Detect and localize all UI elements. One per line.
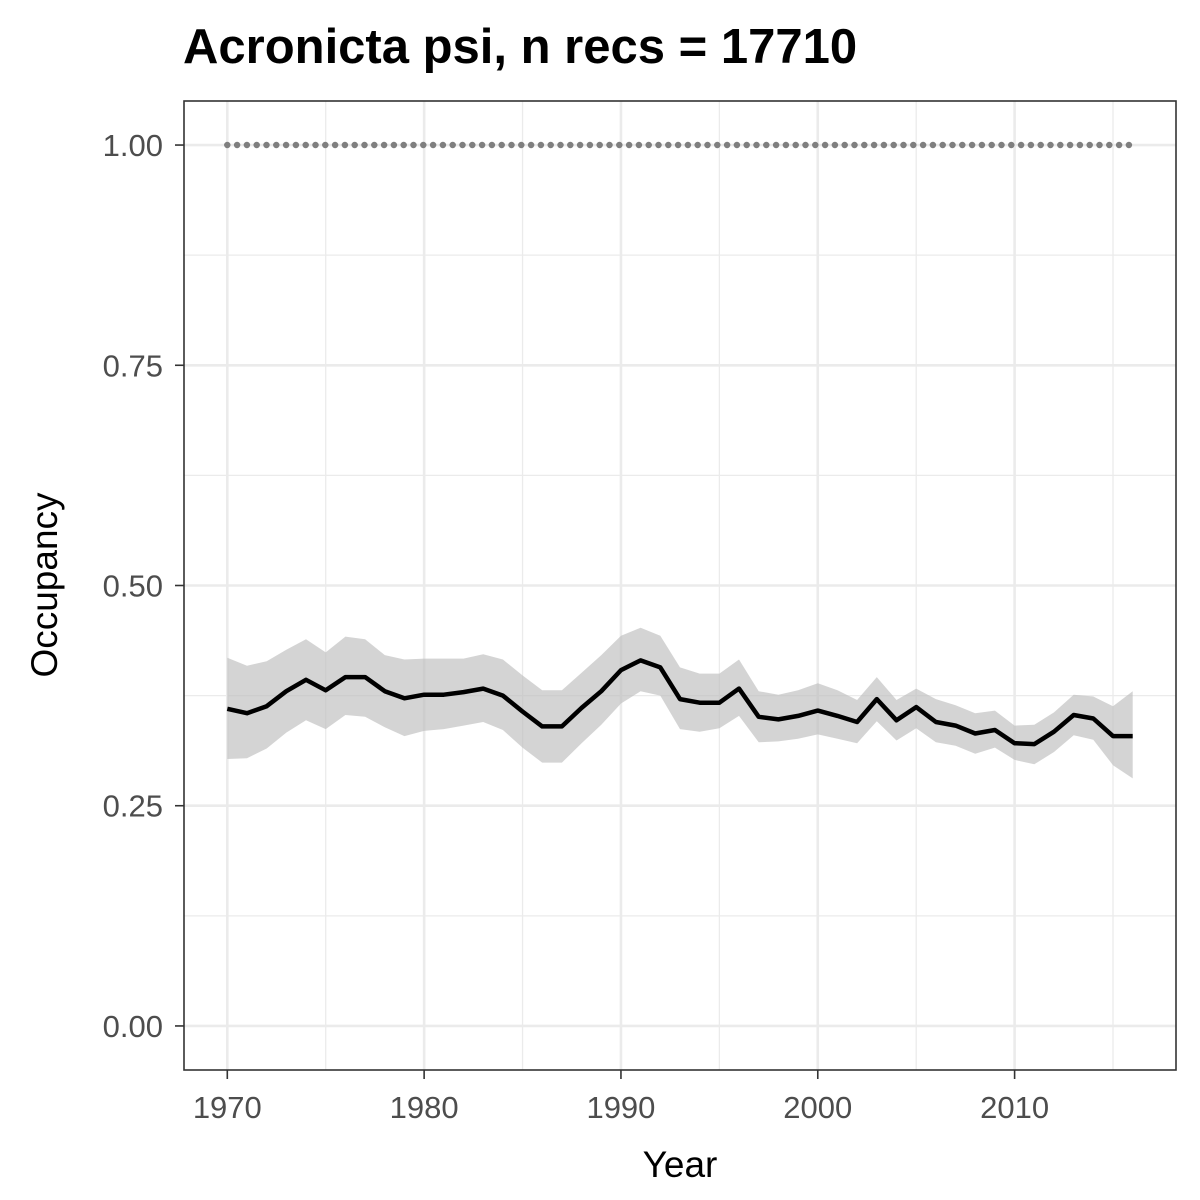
chart-title: Acronicta psi, n recs = 17710	[183, 20, 857, 74]
occupancy-line	[226, 658, 1133, 747]
x-tick-label: 1970	[193, 1090, 262, 1125]
confidence-band-area	[227, 627, 1133, 779]
confidence-band	[227, 627, 1133, 779]
x-tick-label: 1980	[390, 1090, 459, 1125]
x-tick-label: 2000	[783, 1090, 852, 1125]
y-tick-label: 0.25	[103, 789, 163, 824]
x-axis: 1970 1980 1990 2000 2010	[193, 1070, 1049, 1125]
x-tick-label: 1990	[586, 1090, 655, 1125]
x-tick-label: 2010	[980, 1090, 1049, 1125]
y-tick-label: 0.00	[103, 1009, 163, 1044]
series-layer	[224, 141, 1136, 747]
y-axis: 0.00 0.25 0.50 0.75 1.00	[103, 128, 184, 1044]
y-tick-label: 0.50	[103, 569, 163, 604]
y-tick-label: 0.75	[103, 348, 163, 383]
grid	[184, 101, 1176, 1070]
x-axis-title: Year	[643, 1144, 718, 1185]
y-axis-title: Occupancy	[24, 492, 65, 678]
y-tick-label: 1.00	[103, 128, 163, 163]
